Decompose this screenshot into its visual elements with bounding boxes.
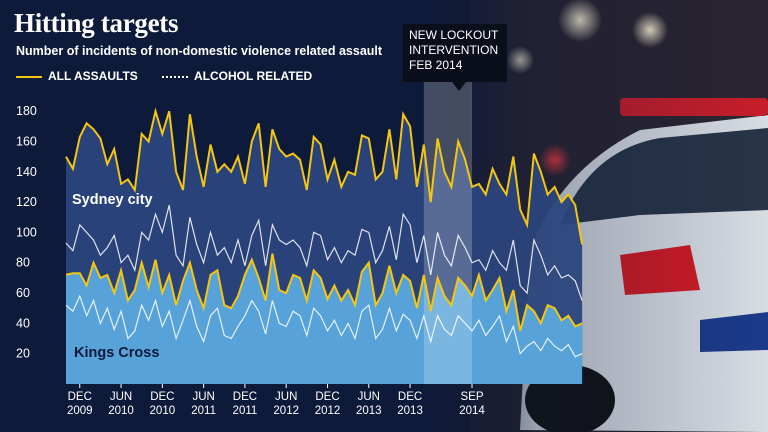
x-tick-label-month: JUN [110,391,132,403]
callout-line: INTERVENTION [409,43,499,57]
legend-label: ALCOHOL RELATED [194,69,313,83]
chart-subtitle: Number of incidents of non-domestic viol… [16,44,383,58]
y-tick-label: 100 [16,225,37,239]
x-tick-label-year: 2012 [315,405,341,417]
sydney-city-label: Sydney city [72,192,153,208]
x-tick-label-month: JUN [192,391,214,403]
x-tick-label-month: JUN [358,391,380,403]
x-tick-label-year: 2011 [191,405,216,417]
y-tick-label: 120 [16,195,37,209]
y-tick-label: 160 [16,134,37,148]
x-tick-label-year: 2013 [356,405,382,417]
callout-line: FEB 2014 [409,58,463,72]
y-tick-label: 60 [16,286,30,300]
kings-cross-all-assaults-line [65,253,583,332]
legend-item-alcohol-related: ALCOHOL RELATED [162,69,312,83]
callout-line: NEW LOCKOUT [409,28,499,42]
y-tick-label: 40 [16,316,30,330]
x-tick-label-month: DEC [398,391,422,403]
x-tick-label-year: 2009 [67,405,93,417]
dotted-line-icon [162,75,188,78]
x-tick-label-year: 2014 [459,405,485,417]
x-tick-label-month: SEP [460,391,483,403]
y-tick-label: 140 [16,165,37,179]
x-tick-label-month: DEC [315,391,339,403]
y-tick-label: 180 [16,104,37,118]
intervention-callout: NEW LOCKOUT INTERVENTION FEB 2014 [403,24,507,82]
chart-title: Hitting targets [14,8,179,38]
x-tick-label-month: DEC [68,391,92,403]
x-tick-label-year: 2010 [150,405,176,417]
x-tick-label-month: DEC [150,391,174,403]
x-tick-label-year: 2011 [233,405,258,417]
sydney-all-assaults-line [65,107,584,245]
y-tick-label: 80 [16,256,30,270]
y-tick-label: 20 [16,347,30,361]
kings-cross-label: Kings Cross [74,345,159,361]
legend-item-all-assaults: ALL ASSAULTS [16,69,138,83]
kings-cross-alcohol-line [65,294,583,358]
intervention-band [423,82,472,384]
legend-label: ALL ASSAULTS [48,69,138,83]
sydney-alcohol-line [65,204,583,301]
x-tick-label-month: JUN [275,391,297,403]
x-tick-label-year: 2013 [397,405,423,417]
callout-pointer [452,82,466,91]
x-tick-label-year: 2012 [273,405,299,417]
x-tick-label-month: DEC [233,391,257,403]
solid-line-icon [16,75,42,78]
x-tick-label-year: 2010 [108,405,134,417]
